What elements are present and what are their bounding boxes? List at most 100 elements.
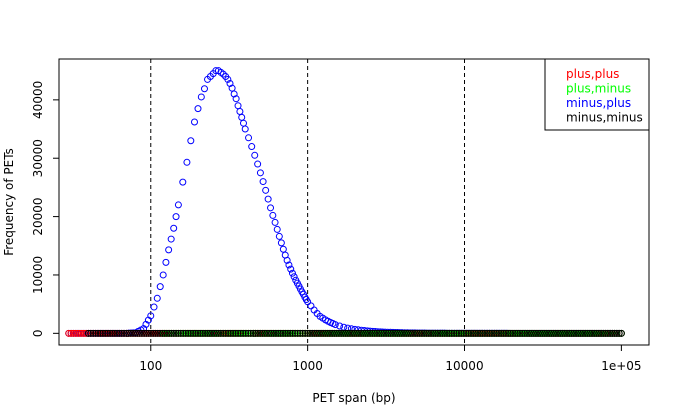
data-point xyxy=(237,329,245,337)
data-point xyxy=(315,329,323,337)
data-point xyxy=(96,329,104,337)
data-point xyxy=(341,329,349,337)
data-point xyxy=(579,329,587,337)
data-point xyxy=(187,329,195,337)
data-point xyxy=(273,225,281,233)
data-point xyxy=(251,151,259,159)
data-point xyxy=(168,329,176,337)
data-point xyxy=(115,329,123,337)
data-point xyxy=(82,329,90,337)
legend-entry: plus,plus xyxy=(566,67,619,81)
data-point xyxy=(402,329,410,337)
data-point xyxy=(156,329,164,337)
data-point xyxy=(136,329,144,337)
data-point xyxy=(248,143,256,151)
data-point xyxy=(307,302,315,310)
data-point xyxy=(159,271,167,279)
data-point xyxy=(201,329,209,337)
data-point xyxy=(120,329,128,337)
data-point xyxy=(174,201,182,209)
data-point xyxy=(335,329,343,337)
data-point xyxy=(364,329,372,337)
data-point xyxy=(497,329,505,337)
data-point xyxy=(384,329,392,337)
data-point xyxy=(217,329,225,337)
data-point xyxy=(486,329,494,337)
data-point xyxy=(212,329,220,337)
data-point xyxy=(434,329,442,337)
data-point xyxy=(256,329,264,337)
data-point xyxy=(411,329,419,337)
y-axis-label: Frequency of PETs xyxy=(2,148,16,256)
data-point xyxy=(204,329,212,337)
data-point xyxy=(244,329,252,337)
data-point xyxy=(418,329,426,337)
data-point xyxy=(131,329,139,337)
data-point xyxy=(170,224,178,232)
data-point xyxy=(443,329,451,337)
data-point xyxy=(238,113,246,121)
data-point xyxy=(270,329,278,337)
data-point xyxy=(143,329,151,337)
x-tick-label: 1000 xyxy=(292,359,323,373)
data-point xyxy=(187,137,195,145)
data-point xyxy=(474,329,482,337)
data-point xyxy=(404,329,412,337)
data-point xyxy=(154,329,162,337)
data-point xyxy=(239,329,247,337)
data-point xyxy=(462,329,470,337)
data-point xyxy=(294,329,302,337)
data-point xyxy=(308,329,316,337)
data-point xyxy=(592,329,600,337)
data-point xyxy=(396,329,404,337)
data-point xyxy=(147,329,155,337)
data-point xyxy=(234,329,242,337)
data-point xyxy=(507,329,515,337)
data-point xyxy=(232,329,240,337)
data-point xyxy=(495,329,503,337)
data-point xyxy=(500,329,508,337)
data-point xyxy=(113,329,121,337)
data-point xyxy=(277,329,285,337)
data-point xyxy=(561,329,569,337)
data-point xyxy=(324,329,332,337)
data-point xyxy=(170,329,178,337)
data-point xyxy=(200,85,208,93)
data-point xyxy=(333,329,341,337)
data-point xyxy=(373,329,381,337)
data-point xyxy=(125,329,133,337)
data-point xyxy=(210,329,218,337)
data-point xyxy=(590,329,598,337)
data-point xyxy=(263,329,271,337)
data-point xyxy=(219,329,227,337)
data-point xyxy=(568,329,576,337)
data-point xyxy=(514,329,522,337)
data-point xyxy=(229,329,237,337)
data-point xyxy=(101,329,109,337)
data-point xyxy=(536,329,544,337)
data-point xyxy=(194,329,202,337)
data-point xyxy=(554,329,562,337)
data-point xyxy=(299,329,307,337)
data-point xyxy=(227,329,235,337)
data-point xyxy=(281,329,289,337)
data-point xyxy=(570,329,578,337)
data-point xyxy=(422,329,430,337)
data-point xyxy=(156,283,164,291)
legend-entry: plus,minus xyxy=(566,82,631,96)
data-point xyxy=(353,329,361,337)
data-point xyxy=(71,329,79,337)
data-point xyxy=(145,329,153,337)
data-point xyxy=(153,294,161,302)
data-point xyxy=(285,261,293,269)
data-point xyxy=(599,329,607,337)
data-point xyxy=(407,329,415,337)
data-point xyxy=(247,329,255,337)
data-point xyxy=(604,329,612,337)
data-point xyxy=(455,329,463,337)
data-point xyxy=(493,329,501,337)
data-point xyxy=(565,329,573,337)
data-point xyxy=(595,329,603,337)
data-point xyxy=(256,169,264,177)
